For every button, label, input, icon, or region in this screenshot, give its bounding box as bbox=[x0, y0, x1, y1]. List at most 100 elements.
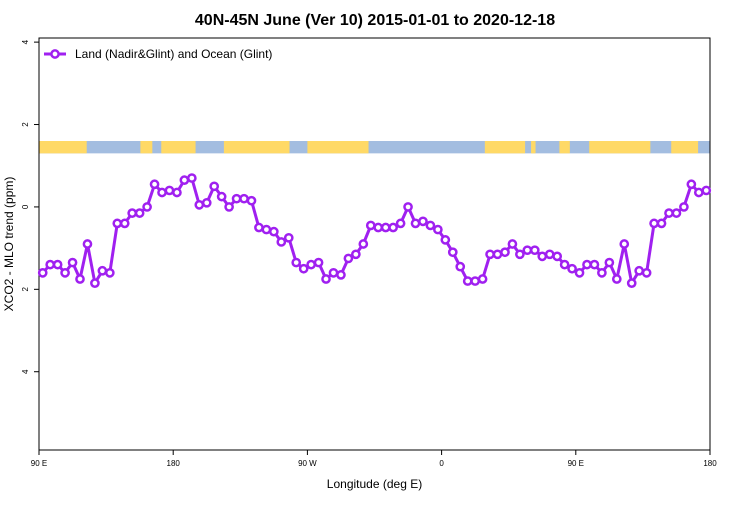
x-tick-label: 90 E bbox=[568, 459, 584, 468]
series-layer bbox=[37, 173, 712, 288]
data-point bbox=[269, 226, 279, 237]
data-point bbox=[686, 179, 697, 190]
data-point bbox=[455, 261, 466, 272]
data-point bbox=[574, 267, 585, 278]
data-point bbox=[119, 218, 130, 229]
chart-title: 40N-45N June (Ver 10) 2015-01-01 to 2020… bbox=[195, 12, 555, 29]
data-point bbox=[246, 195, 257, 206]
x-tick-label: 180 bbox=[703, 459, 717, 468]
data-point bbox=[149, 179, 160, 190]
data-point bbox=[619, 239, 630, 249]
data-point bbox=[395, 218, 406, 229]
data-point bbox=[522, 245, 533, 256]
land-segment bbox=[223, 141, 290, 154]
data-point bbox=[447, 247, 458, 258]
data-point bbox=[298, 263, 309, 274]
data-point bbox=[380, 222, 391, 233]
y-tick-label: 2 bbox=[21, 287, 30, 292]
data-point bbox=[90, 278, 100, 288]
land-ocean-band bbox=[39, 141, 710, 154]
data-point bbox=[142, 202, 152, 212]
data-point bbox=[403, 202, 413, 212]
land-segment bbox=[140, 141, 153, 154]
data-point bbox=[656, 218, 667, 229]
data-point bbox=[194, 200, 205, 210]
data-point bbox=[410, 218, 421, 229]
data-point bbox=[239, 193, 249, 204]
land-segment bbox=[589, 141, 651, 154]
data-point bbox=[52, 259, 63, 270]
data-point bbox=[261, 224, 272, 235]
legend: Land (Nadir&Glint) and Ocean (Glint) bbox=[44, 47, 272, 61]
data-point bbox=[649, 218, 659, 229]
data-point bbox=[186, 173, 197, 183]
data-point bbox=[559, 259, 570, 270]
land-segment bbox=[161, 141, 196, 154]
data-point bbox=[440, 235, 451, 245]
data-point bbox=[626, 278, 637, 288]
data-point bbox=[224, 202, 234, 212]
data-point bbox=[134, 208, 145, 218]
data-point bbox=[67, 257, 78, 268]
x-tick-label: 90 W bbox=[298, 459, 317, 468]
land-segment bbox=[307, 141, 369, 154]
data-point bbox=[179, 175, 190, 185]
data-point bbox=[500, 247, 510, 258]
x-tick-label: 180 bbox=[167, 459, 181, 468]
data-point bbox=[492, 249, 503, 260]
ocean-band bbox=[39, 141, 710, 154]
data-point bbox=[209, 181, 220, 192]
land-segment bbox=[484, 141, 526, 154]
data-point bbox=[104, 267, 115, 278]
data-point bbox=[485, 249, 495, 260]
data-point bbox=[97, 265, 108, 276]
data-point bbox=[306, 259, 316, 270]
y-axis-label: XCO2 - MLO trend (ppm) bbox=[2, 177, 16, 312]
data-point bbox=[37, 267, 48, 278]
data-point bbox=[641, 267, 652, 278]
axes: 90 E 180 90 W 0 90 E 180 4 2 0 2 4 bbox=[21, 39, 717, 468]
data-point bbox=[336, 270, 346, 280]
x-axis-label: Longitude (deg E) bbox=[327, 477, 422, 491]
data-point bbox=[589, 259, 600, 270]
data-point bbox=[693, 187, 704, 198]
data-point bbox=[45, 259, 56, 270]
data-point bbox=[351, 249, 361, 260]
data-point bbox=[515, 249, 525, 260]
land-segment bbox=[531, 141, 536, 154]
legend-marker bbox=[50, 49, 60, 59]
data-point bbox=[418, 216, 428, 227]
data-point bbox=[291, 257, 302, 268]
data-point bbox=[201, 197, 212, 208]
data-point bbox=[127, 208, 138, 218]
data-point bbox=[82, 239, 93, 249]
data-point bbox=[544, 249, 555, 260]
data-point bbox=[321, 274, 331, 284]
data-point bbox=[433, 224, 443, 235]
y-tick-label: 0 bbox=[21, 204, 30, 209]
y-tick-label: 4 bbox=[21, 369, 30, 374]
y-tick-label: 2 bbox=[21, 122, 30, 127]
data-point bbox=[567, 263, 577, 274]
data-point bbox=[477, 274, 488, 284]
land-segment bbox=[39, 141, 87, 154]
data-point bbox=[552, 251, 563, 262]
data-point bbox=[529, 245, 540, 256]
x-tick-label: 0 bbox=[439, 459, 444, 468]
plot-frame bbox=[38, 37, 711, 451]
data-point bbox=[112, 218, 123, 229]
data-point bbox=[172, 187, 182, 198]
legend-label: Land (Nadir&Glint) and Ocean (Glint) bbox=[75, 47, 272, 61]
y-tick-label: 4 bbox=[21, 39, 30, 44]
data-point bbox=[507, 239, 518, 249]
data-point bbox=[604, 257, 615, 268]
data-point bbox=[254, 222, 264, 233]
data-point bbox=[470, 276, 480, 286]
data-point bbox=[313, 257, 324, 268]
data-point bbox=[365, 220, 376, 231]
data-point bbox=[462, 276, 473, 286]
data-point bbox=[671, 208, 682, 218]
data-point bbox=[231, 193, 242, 204]
data-point bbox=[701, 185, 712, 196]
